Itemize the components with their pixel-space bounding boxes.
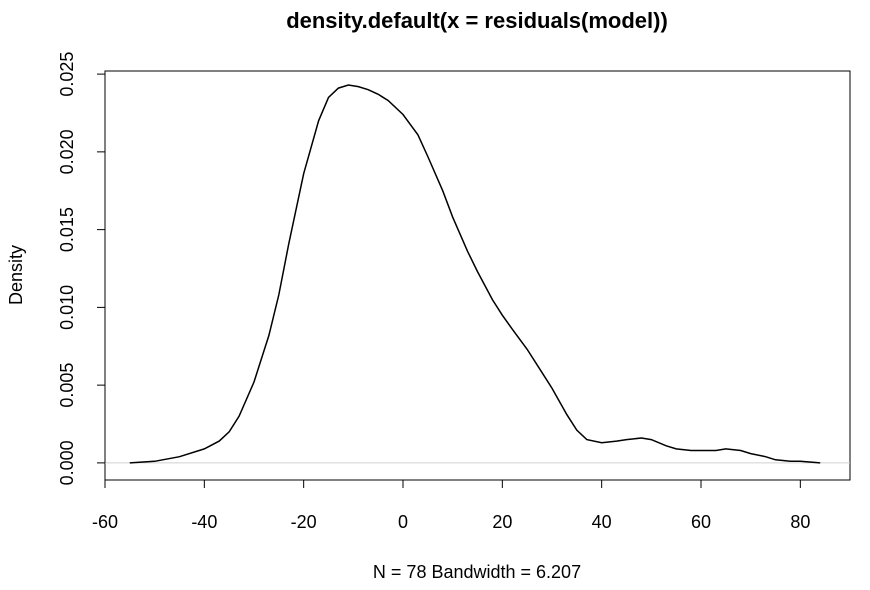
- chart-title: density.default(x = residuals(model)): [286, 8, 668, 33]
- x-axis: -60 -40 -20 0 20 40 60 80: [92, 479, 810, 532]
- x-tick-label: -20: [291, 512, 317, 532]
- x-tick-label: -60: [92, 512, 118, 532]
- x-tick-label: 20: [492, 512, 512, 532]
- x-tick-label: 40: [592, 512, 612, 532]
- y-tick-label: 0.005: [57, 363, 77, 408]
- y-tick-label: 0.020: [57, 129, 77, 174]
- x-axis-label: N = 78 Bandwidth = 6.207: [373, 562, 581, 582]
- y-tick-label: 0.000: [57, 440, 77, 485]
- y-axis-label: Density: [6, 245, 26, 305]
- density-curve: [129, 84, 821, 464]
- x-tick-label: 80: [790, 512, 810, 532]
- y-tick-label: 0.010: [57, 285, 77, 330]
- y-axis: 0.000 0.005 0.010 0.015 0.020 0.025: [57, 52, 106, 485]
- y-tick-label: 0.015: [57, 207, 77, 252]
- x-tick-label: 60: [691, 512, 711, 532]
- y-tick-label: 0.025: [57, 52, 77, 97]
- plot-frame: [104, 70, 851, 481]
- x-tick-label: -40: [191, 512, 217, 532]
- x-tick-label: 0: [398, 512, 408, 532]
